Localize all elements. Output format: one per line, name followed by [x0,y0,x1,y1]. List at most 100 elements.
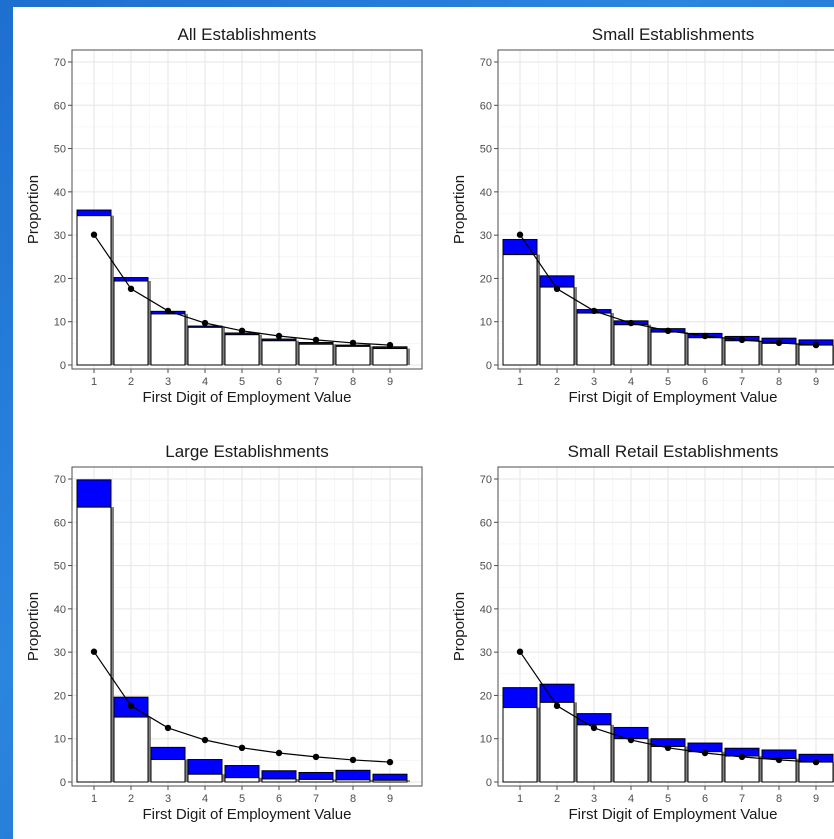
x-tick-label: 7 [739,376,745,388]
series-point [238,327,246,335]
x-tick-label: 2 [128,376,134,388]
x-tick-label: 1 [517,376,523,388]
bar-white-segment [76,506,112,783]
series-point [127,285,135,293]
bar-white-segment [298,343,334,366]
series-point [701,749,709,757]
bar-white-segment [687,337,723,366]
x-tick-label: 9 [387,376,393,388]
series-point [312,753,320,761]
bar-shadow [796,343,799,365]
x-tick-label: 3 [591,376,597,388]
series-point [90,648,98,655]
bar-white-segment [261,778,297,783]
bar-shadow [759,340,762,365]
series-point [738,336,746,344]
bar-shadow [648,324,651,365]
bar-shadow [222,774,225,782]
bar-blue-segment [298,771,334,780]
x-tick-label: 2 [554,793,560,805]
series-point [164,307,172,315]
bar-white-segment [113,280,149,366]
series-point [516,231,524,238]
bar-white-segment [650,746,686,783]
x-tick-label: 3 [165,793,171,805]
x-tick-label: 5 [665,376,671,388]
x-tick-label: 9 [813,376,819,388]
y-axis-title: Proportion [25,592,42,661]
bar-shadow [259,334,262,365]
bar-white-segment [576,724,612,783]
y-tick-label: 20 [480,273,492,285]
series-point [664,327,672,335]
bar-shadow [407,780,410,782]
x-tick-label: 8 [776,793,782,805]
chart-panel-3: 0 10 20 30 40 50 60 70 1 2 3 4 5 6 7 8 9 Large Establishm… [25,442,423,823]
y-tick-label: 60 [54,517,66,529]
bar-white-segment [724,755,760,783]
y-tick-label: 70 [480,57,492,69]
chart-panel-1: 0 10 20 30 40 50 60 70 1 2 3 4 5 6 7 8 9 All Establishmen… [25,25,423,406]
series-point [386,758,394,766]
bar-shadow [111,215,114,365]
bar-white-segment [539,286,575,366]
chart-title: Small Retail Establishments [568,442,779,461]
series-point [201,736,209,744]
bar-white-segment [502,254,538,366]
x-tick-label: 6 [702,793,708,805]
x-tick-label: 3 [591,793,597,805]
y-tick-label: 70 [54,57,66,69]
bar-white-segment [576,312,612,366]
bar-white-segment [113,716,149,783]
bar-shadow [722,337,725,365]
y-tick-label: 10 [480,734,492,746]
series-point [553,702,561,710]
bar-blue-segment [76,209,112,217]
series-point [349,339,357,347]
panel-border [497,49,834,370]
bar-shadow [685,332,688,365]
x-tick-label: 7 [313,793,319,805]
y-tick-label: 0 [486,360,492,372]
x-axis-title: First Digit of Employment Value [143,389,352,406]
bar-white-segment [372,779,408,783]
bar-blue-segment [335,769,371,781]
x-tick-label: 2 [554,376,560,388]
y-tick-label: 50 [54,561,66,573]
series-point [812,758,820,766]
series-point [275,332,283,340]
bar-shadow [333,779,336,782]
y-tick-label: 0 [60,360,66,372]
bar-blue-segment [372,773,408,781]
x-tick-label: 4 [628,793,634,805]
bar-white-segment [687,751,723,783]
bar-blue-segment [502,687,538,709]
x-tick-label: 8 [350,793,356,805]
bar-white-segment [539,701,575,783]
y-tick-label: 30 [54,647,66,659]
panel-border [71,49,423,370]
y-tick-label: 40 [54,187,66,199]
chart-title: All Establishments [178,25,317,44]
chart-title: Large Establishments [165,442,328,461]
y-tick-label: 10 [54,317,66,329]
y-tick-label: 20 [480,690,492,702]
series-point [738,753,746,761]
x-tick-label: 3 [165,376,171,388]
bar-shadow [296,340,299,365]
y-axis-title: Proportion [451,592,468,661]
bar-white-segment [150,758,186,783]
y-axis-title: Proportion [451,175,468,244]
bar-white-segment [187,773,223,783]
y-tick-label: 30 [480,647,492,659]
bar-shadow [370,779,373,782]
bar-shadow [407,348,410,365]
x-tick-label: 4 [628,376,634,388]
chart-figure: 0 10 20 30 40 50 60 70 1 2 3 4 5 6 7 8 9 All Establishmen… [13,7,834,839]
y-tick-label: 40 [54,604,66,616]
y-tick-label: 70 [54,474,66,486]
series-point [349,756,357,764]
bar-shadow [111,507,114,782]
y-tick-label: 30 [54,230,66,242]
